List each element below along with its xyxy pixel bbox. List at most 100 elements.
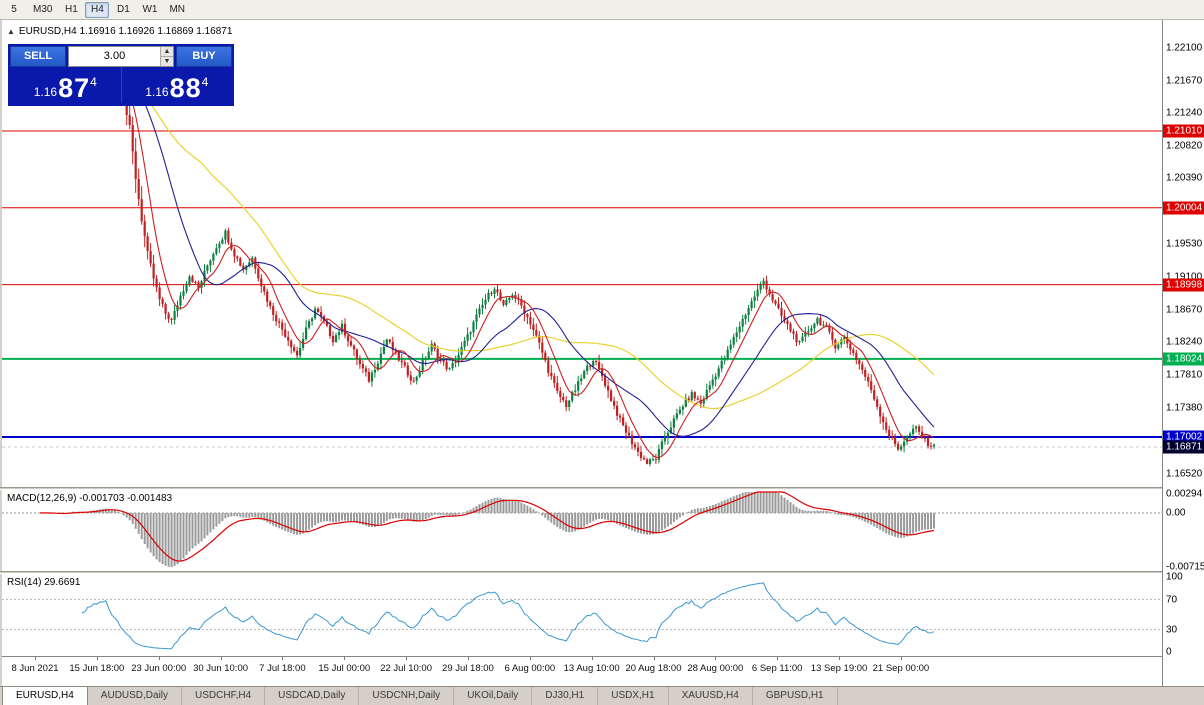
price-scale-label: 1.17810 [1166,369,1203,381]
volume-up-icon[interactable]: ▲ [160,47,173,57]
time-axis-label: 28 Aug 00:00 [687,663,744,674]
time-axis-label: 6 Aug 00:00 [504,663,556,674]
timeframe-button-mn[interactable]: MN [169,3,186,15]
time-axis-tick [777,657,779,660]
time-axis-label: 29 Jul 18:00 [442,663,494,674]
buy-button[interactable]: BUY [176,46,232,67]
chart-tab-usdx-h1[interactable]: USDX,H1 [598,687,669,705]
time-axis-tick [900,657,902,660]
timeframe-button-m30[interactable]: M30 [33,3,53,15]
chart-tab-eurusd-h4[interactable]: EURUSD,H4 [2,687,88,705]
time-axis-tick [529,657,531,660]
hline-price-tag: 1.18024 [1163,352,1204,366]
volume-value[interactable]: 3.00 [103,50,126,62]
chart-tab-usdchf-h4[interactable]: USDCHF,H4 [182,687,266,705]
time-axis-label: 21 Sep 00:00 [872,663,930,674]
rsi-chart-canvas[interactable] [2,574,1162,655]
time-axis-label: 15 Jun 18:00 [69,663,125,674]
macd-chart-canvas[interactable] [2,490,1162,571]
price-scale[interactable]: 1.221001.216701.212401.208201.203901.199… [1162,20,1204,686]
chart-tab-xauusd-h4[interactable]: XAUUSD,H4 [669,687,753,705]
time-axis-tick [344,657,346,660]
bid-price-display[interactable]: 1.16 87 4 [10,67,122,103]
time-axis-tick [653,657,655,660]
volume-spinner: ▲ ▼ [160,47,173,66]
sell-button[interactable]: SELL [10,46,66,67]
timeframe-button-h4[interactable]: H4 [85,1,110,18]
ask-pipette: 4 [201,75,209,89]
hline-price-tag: 1.17002 [1163,430,1204,444]
price-scale-label: 1.19530 [1166,238,1203,250]
bid-big-digits: 87 [58,73,91,103]
time-axis-label: 6 Sep 11:00 [751,663,803,674]
timeframe-button-w1[interactable]: W1 [142,3,158,15]
current-price-tag: 1.16871 [1163,440,1204,454]
ask-price-display[interactable]: 1.16 88 4 [122,67,233,103]
time-axis-label: 15 Jul 00:00 [318,663,371,674]
time-axis-label: 20 Aug 18:00 [625,663,682,674]
rsi-indicator-panel[interactable]: RSI(14) 29.6691 [2,574,1162,655]
ask-big-digits: 88 [169,73,202,103]
time-axis[interactable]: 8 Jun 2021 15 Jun 18:00 23 Jun 00:00 30 Jun… [2,656,1162,686]
time-axis-label: 13 Aug 10:00 [563,663,620,674]
chart-tab-ukoil-daily[interactable]: UKOil,Daily [454,687,533,705]
chart-tab-dj30-h1[interactable]: DJ30,H1 [532,687,599,705]
time-axis-label: 30 Jun 10:00 [193,663,249,674]
macd-indicator-panel[interactable]: MACD(12,26,9) -0.001703 -0.001483 [2,490,1162,571]
candlestick-chart-canvas[interactable] [2,20,1162,487]
rsi-scale-label: 30 [1166,624,1178,635]
time-axis-tick [35,657,36,660]
volume-input[interactable]: 3.00 ▲ ▼ [68,46,174,67]
chart-ohlc-header: ▲ EURUSD,H4 1.16916 1.16926 1.16869 1.16… [7,26,232,37]
price-scale-label: 1.20390 [1166,172,1203,184]
time-axis-label: 22 Jul 10:00 [380,663,432,674]
timeframe-button-h1[interactable]: H1 [65,3,78,15]
bid-pipette: 4 [90,75,97,89]
panel-divider-macd[interactable] [0,487,1204,490]
chart-tab-usdcad-daily[interactable]: USDCAD,Daily [265,687,360,705]
rsi-label: RSI(14) 29.6691 [7,577,81,588]
price-scale-label: 1.21670 [1166,75,1203,87]
chart-tab-audusd-daily[interactable]: AUDUSD,Daily [88,687,183,705]
macd-scale-label: -0.00715 [1166,561,1204,573]
time-axis-tick [282,657,284,660]
time-axis-tick [158,657,160,660]
timeframe-button-5[interactable]: 5 [11,3,17,15]
main-price-chart[interactable]: ▲ EURUSD,H4 1.16916 1.16926 1.16869 1.16… [2,20,1162,487]
time-axis-tick [715,657,717,660]
bid-prefix: 1.16 [33,85,58,99]
timeframe-toolbar: 5 M30 H1 H4 D1 W1 MN [0,0,1204,20]
chart-tab-bar: EURUSD,H4 AUDUSD,Daily USDCHF,H4 USDCAD,Dai… [0,686,1204,705]
rsi-scale-label: 100 [1166,571,1183,583]
macd-scale-label: 0.00 [1166,507,1186,519]
time-axis-label: 13 Sep 19:00 [810,663,868,674]
one-click-trade-panel: SELL 3.00 ▲ ▼ BUY 1.16 87 4 1.16 [8,44,234,106]
ohlc-text: EURUSD,H4 1.16916 1.16926 1.16869 1.1687… [18,26,233,37]
time-axis-tick [406,657,408,660]
price-scale-label: 1.18670 [1166,304,1203,316]
hline-price-tag: 1.20004 [1163,201,1204,215]
macd-scale-label: 0.00294 [1166,488,1203,500]
price-scale-label: 1.22100 [1166,42,1203,54]
price-scale-label: 1.20820 [1166,140,1203,151]
time-axis-tick [591,657,593,660]
time-axis-label: 7 Jul 18:00 [259,663,306,674]
rsi-scale-label: 0 [1166,646,1172,658]
time-axis-tick [839,657,841,660]
hline-price-tag: 1.21010 [1163,124,1204,138]
window-left-edge [0,20,2,686]
time-axis-label: 8 Jun 2021 [11,663,59,674]
chart-tab-gbpusd-h1[interactable]: GBPUSD,H1 [753,687,838,705]
chart-context-icon[interactable]: ▲ [7,27,15,36]
price-scale-label: 1.18240 [1166,336,1203,348]
price-scale-label: 1.16520 [1166,468,1203,480]
ask-prefix: 1.16 [145,85,169,99]
chart-tab-usdcnh-daily[interactable]: USDCNH,Daily [359,687,455,705]
volume-down-icon[interactable]: ▼ [160,57,173,66]
hline-price-tag: 1.18998 [1163,278,1204,292]
timeframe-button-d1[interactable]: D1 [117,3,130,15]
panel-divider-rsi[interactable] [0,571,1204,574]
price-scale-label: 1.21240 [1166,107,1203,119]
price-scale-label: 1.19100 [1166,271,1203,283]
